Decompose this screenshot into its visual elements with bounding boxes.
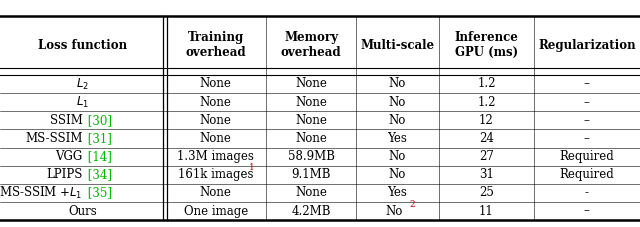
Text: No: No — [388, 150, 406, 163]
Text: Multi-scale: Multi-scale — [360, 39, 435, 52]
Text: –: – — [584, 77, 590, 91]
Text: No: No — [388, 77, 406, 91]
Text: One image: One image — [184, 205, 248, 218]
Text: Required: Required — [559, 168, 614, 181]
Text: 27: 27 — [479, 150, 494, 163]
Text: 12: 12 — [479, 114, 494, 127]
Text: None: None — [200, 77, 232, 91]
Text: $L_1$: $L_1$ — [76, 95, 89, 110]
Text: 1: 1 — [249, 163, 255, 173]
Text: No: No — [388, 96, 406, 109]
Text: Yes: Yes — [387, 132, 408, 145]
Text: None: None — [295, 77, 327, 91]
Text: None: None — [295, 96, 327, 109]
Text: [14]: [14] — [84, 150, 112, 163]
Text: 31: 31 — [479, 168, 494, 181]
Text: 1.2: 1.2 — [477, 96, 495, 109]
Text: No: No — [388, 114, 406, 127]
Text: 1.3M images: 1.3M images — [177, 150, 254, 163]
Text: LPIPS: LPIPS — [46, 168, 83, 181]
Text: 9.1MB: 9.1MB — [291, 168, 331, 181]
Text: 11: 11 — [479, 205, 494, 218]
Text: –: – — [584, 114, 590, 127]
Text: –: – — [584, 96, 590, 109]
Text: Regularization: Regularization — [538, 39, 636, 52]
Text: SSIM: SSIM — [50, 114, 83, 127]
Text: Yes: Yes — [387, 186, 408, 200]
Text: 25: 25 — [479, 186, 494, 200]
Text: None: None — [200, 132, 232, 145]
Text: None: None — [200, 114, 232, 127]
Text: $L_2$: $L_2$ — [76, 76, 89, 91]
Text: VGG: VGG — [55, 150, 83, 163]
Text: MS-SSIM: MS-SSIM — [25, 132, 83, 145]
Text: 1.2: 1.2 — [477, 77, 495, 91]
Text: –: – — [584, 132, 590, 145]
Text: 2: 2 — [409, 200, 415, 209]
Text: Required: Required — [559, 150, 614, 163]
Text: Training
overhead: Training overhead — [186, 31, 246, 59]
Text: [30]: [30] — [84, 114, 112, 127]
Text: None: None — [295, 132, 327, 145]
Text: 24: 24 — [479, 132, 494, 145]
Text: Loss function: Loss function — [38, 39, 127, 52]
Text: Inference
GPU (ms): Inference GPU (ms) — [454, 31, 518, 59]
Text: No: No — [385, 205, 403, 218]
Text: None: None — [295, 114, 327, 127]
Text: MS-SSIM $+L_1$: MS-SSIM $+L_1$ — [0, 185, 83, 201]
Text: [35]: [35] — [84, 186, 112, 200]
Text: No: No — [388, 168, 406, 181]
Text: 161k images: 161k images — [178, 168, 253, 181]
Text: None: None — [295, 186, 327, 200]
Text: -: - — [585, 186, 589, 200]
Text: [34]: [34] — [84, 168, 112, 181]
Text: –: – — [584, 205, 590, 218]
Text: Memory
overhead: Memory overhead — [281, 31, 341, 59]
Text: Ours: Ours — [68, 205, 97, 218]
Text: None: None — [200, 186, 232, 200]
Text: [31]: [31] — [84, 132, 112, 145]
Text: 58.9MB: 58.9MB — [287, 150, 335, 163]
Text: 4.2MB: 4.2MB — [291, 205, 331, 218]
Text: None: None — [200, 96, 232, 109]
